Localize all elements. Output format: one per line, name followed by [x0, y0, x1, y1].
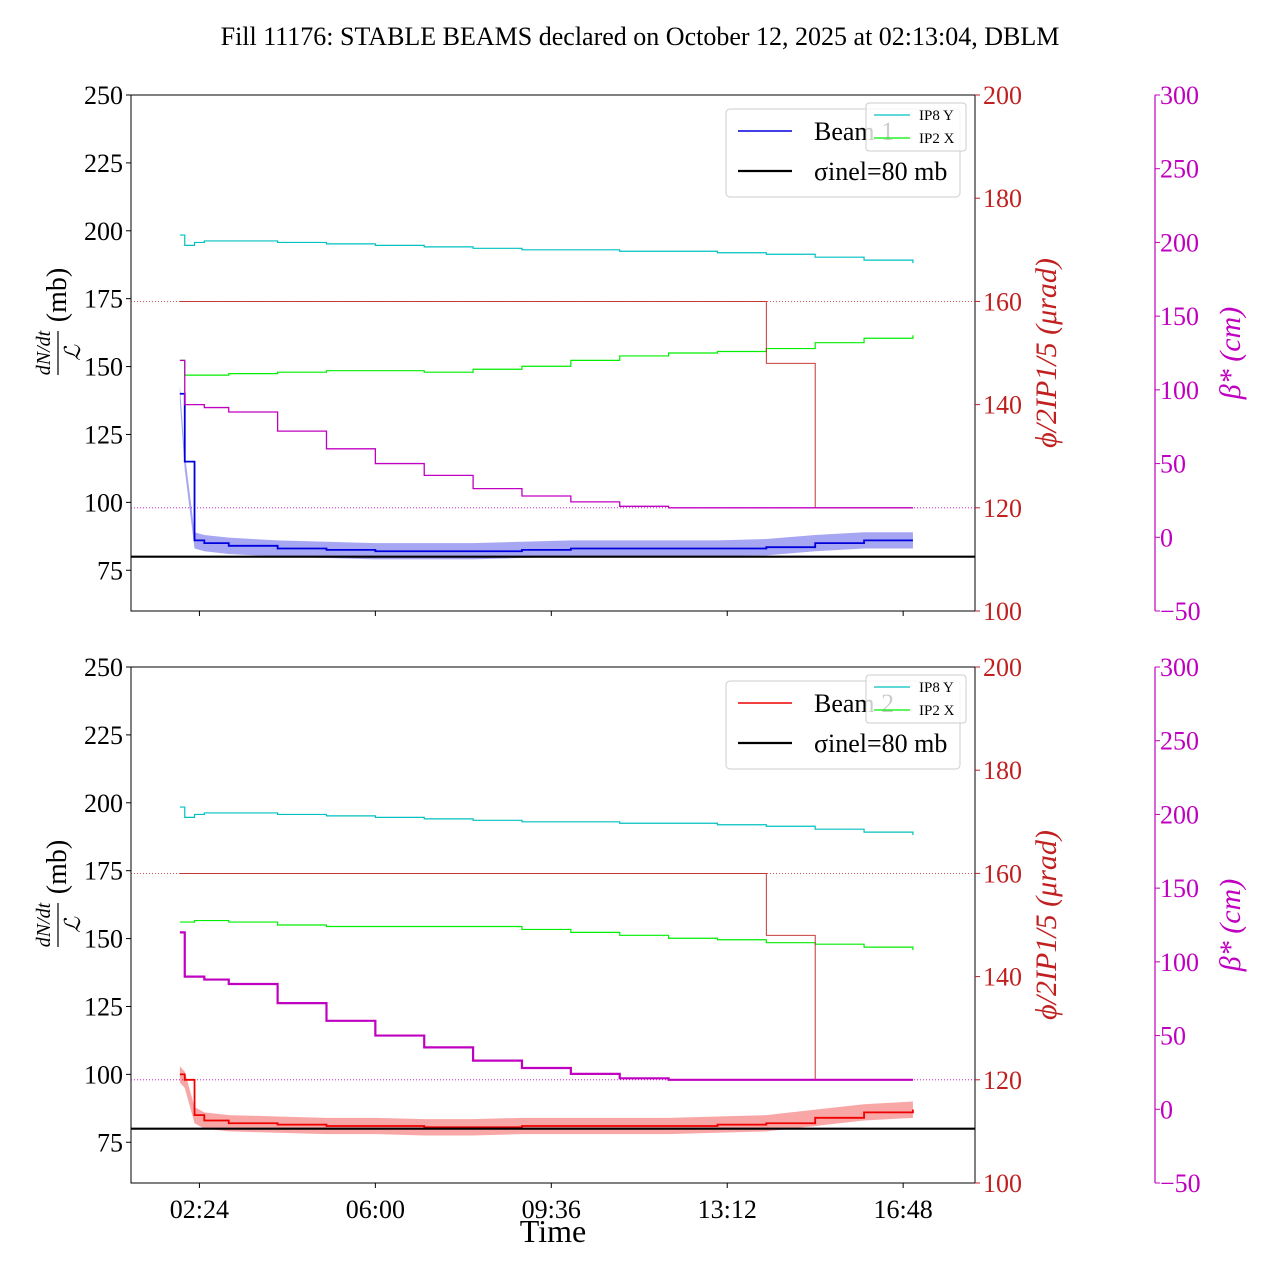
x-tick-label: 13:12: [698, 1195, 757, 1224]
beta-tick-label: 150: [1160, 302, 1199, 331]
xing-tick-label: 120: [983, 1066, 1022, 1095]
x-tick-label: 02:24: [170, 1195, 229, 1224]
beta-tick-label: 50: [1160, 450, 1186, 479]
ip2x-line: [179, 335, 914, 376]
beta-tick-label: 200: [1160, 228, 1199, 257]
panel-top: 75 100 125 150 175 200 225 250 100 120 140 160 180 20…: [33, 81, 1247, 626]
left-tick-label: 150: [84, 925, 123, 954]
xing-tick-label: 140: [983, 963, 1022, 992]
beta-tick-label: 50: [1160, 1022, 1186, 1051]
xing-tick-label: 140: [983, 391, 1022, 420]
left-tick-label: 225: [84, 721, 123, 750]
left-tick-label: 250: [84, 653, 123, 682]
xing-tick-label: 100: [983, 597, 1022, 626]
beta-tick-label: 200: [1160, 800, 1199, 829]
x-tick-label: 06:00: [346, 1195, 405, 1224]
left-axis-label: dN/dt ℒ (mb): [33, 840, 85, 947]
legend-ip2x-label: IP2 X: [919, 131, 955, 147]
left-tick-label: 200: [84, 789, 123, 818]
crossing-angle-line: [179, 872, 913, 1081]
beta-tick-label: 0: [1160, 523, 1173, 552]
beta-star-line: [179, 931, 913, 1081]
legend-sigma-label: σinel=80 mb: [814, 157, 947, 186]
left-tick-label: 175: [84, 857, 123, 886]
left-label-unit: (mb): [42, 840, 73, 894]
beta-tick-label: 100: [1160, 948, 1199, 977]
xing-axis-label: ϕ/2IP1/5 (μrad): [1030, 830, 1063, 1020]
left-tick-label: 175: [84, 285, 123, 314]
left-tick-label: 75: [97, 1128, 123, 1157]
beta-tick-label: −50: [1160, 1169, 1201, 1198]
left-tick-label: 75: [97, 556, 123, 585]
ratio-uncertainty-band: [179, 1066, 913, 1136]
ip2x-line: [179, 919, 914, 951]
beta-tick-label: −50: [1160, 597, 1201, 626]
left-tick-label: 125: [84, 992, 123, 1021]
xing-tick-label: 100: [983, 1169, 1022, 1198]
xing-tick-label: 160: [983, 287, 1022, 316]
ip8y-line: [179, 234, 914, 264]
legend-ip8y-label: IP8 Y: [919, 108, 954, 124]
crossing-angle-line: [179, 300, 913, 509]
left-tick-label: 150: [84, 353, 123, 382]
ratio-line: [179, 392, 913, 553]
xing-tick-label: 200: [983, 653, 1022, 682]
legend-ip8y-label: IP8 Y: [919, 680, 954, 696]
left-tick-label: 100: [84, 488, 123, 517]
x-tick-label: 09:36: [522, 1195, 581, 1224]
xing-tick-label: 180: [983, 756, 1022, 785]
left-tick-label: 125: [84, 420, 123, 449]
beta-tick-label: 300: [1160, 653, 1199, 682]
beta-tick-label: 300: [1160, 81, 1199, 110]
left-label-numerator: dN/dt: [33, 330, 55, 375]
beta-axis-label: β* (cm): [1214, 307, 1247, 400]
legend-ip2x-label: IP2 X: [919, 703, 955, 719]
left-tick-label: 250: [84, 81, 123, 110]
beta-star-line: [179, 359, 913, 509]
figure-title: Fill 11176: STABLE BEAMS declared on Oct…: [221, 22, 1060, 51]
beta-tick-label: 100: [1160, 376, 1199, 405]
left-label-denominator: ℒ: [60, 916, 85, 933]
ip8y-line: [179, 806, 914, 836]
xing-tick-label: 200: [983, 81, 1022, 110]
left-label-denominator: ℒ: [60, 344, 85, 361]
left-tick-label: 200: [84, 217, 123, 246]
x-axis-label: Time: [520, 1213, 586, 1249]
panel-bottom: 75 100 125 150 175 200 225 250 100 120 140 160 180 20…: [33, 653, 1247, 1224]
plot-frame: [130, 94, 976, 612]
beta-tick-label: 150: [1160, 874, 1199, 903]
xing-axis-label: ϕ/2IP1/5 (μrad): [1030, 258, 1063, 448]
xing-tick-label: 180: [983, 184, 1022, 213]
plot-frame: [130, 666, 976, 1184]
beta-tick-label: 250: [1160, 155, 1199, 184]
left-axis-label: dN/dt ℒ (mb): [33, 268, 85, 375]
xing-tick-label: 160: [983, 859, 1022, 888]
x-tick-label: 16:48: [874, 1195, 933, 1224]
beta-tick-label: 250: [1160, 727, 1199, 756]
legend-sigma-label: σinel=80 mb: [814, 729, 947, 758]
beta-tick-label: 0: [1160, 1095, 1173, 1124]
left-tick-label: 100: [84, 1060, 123, 1089]
left-tick-label: 225: [84, 149, 123, 178]
left-label-unit: (mb): [42, 268, 73, 322]
left-label-numerator: dN/dt: [33, 902, 55, 947]
ratio-uncertainty-band: [179, 385, 913, 560]
xing-tick-label: 120: [983, 494, 1022, 523]
beta-axis-label: β* (cm): [1214, 879, 1247, 972]
ratio-line: [179, 1073, 914, 1129]
